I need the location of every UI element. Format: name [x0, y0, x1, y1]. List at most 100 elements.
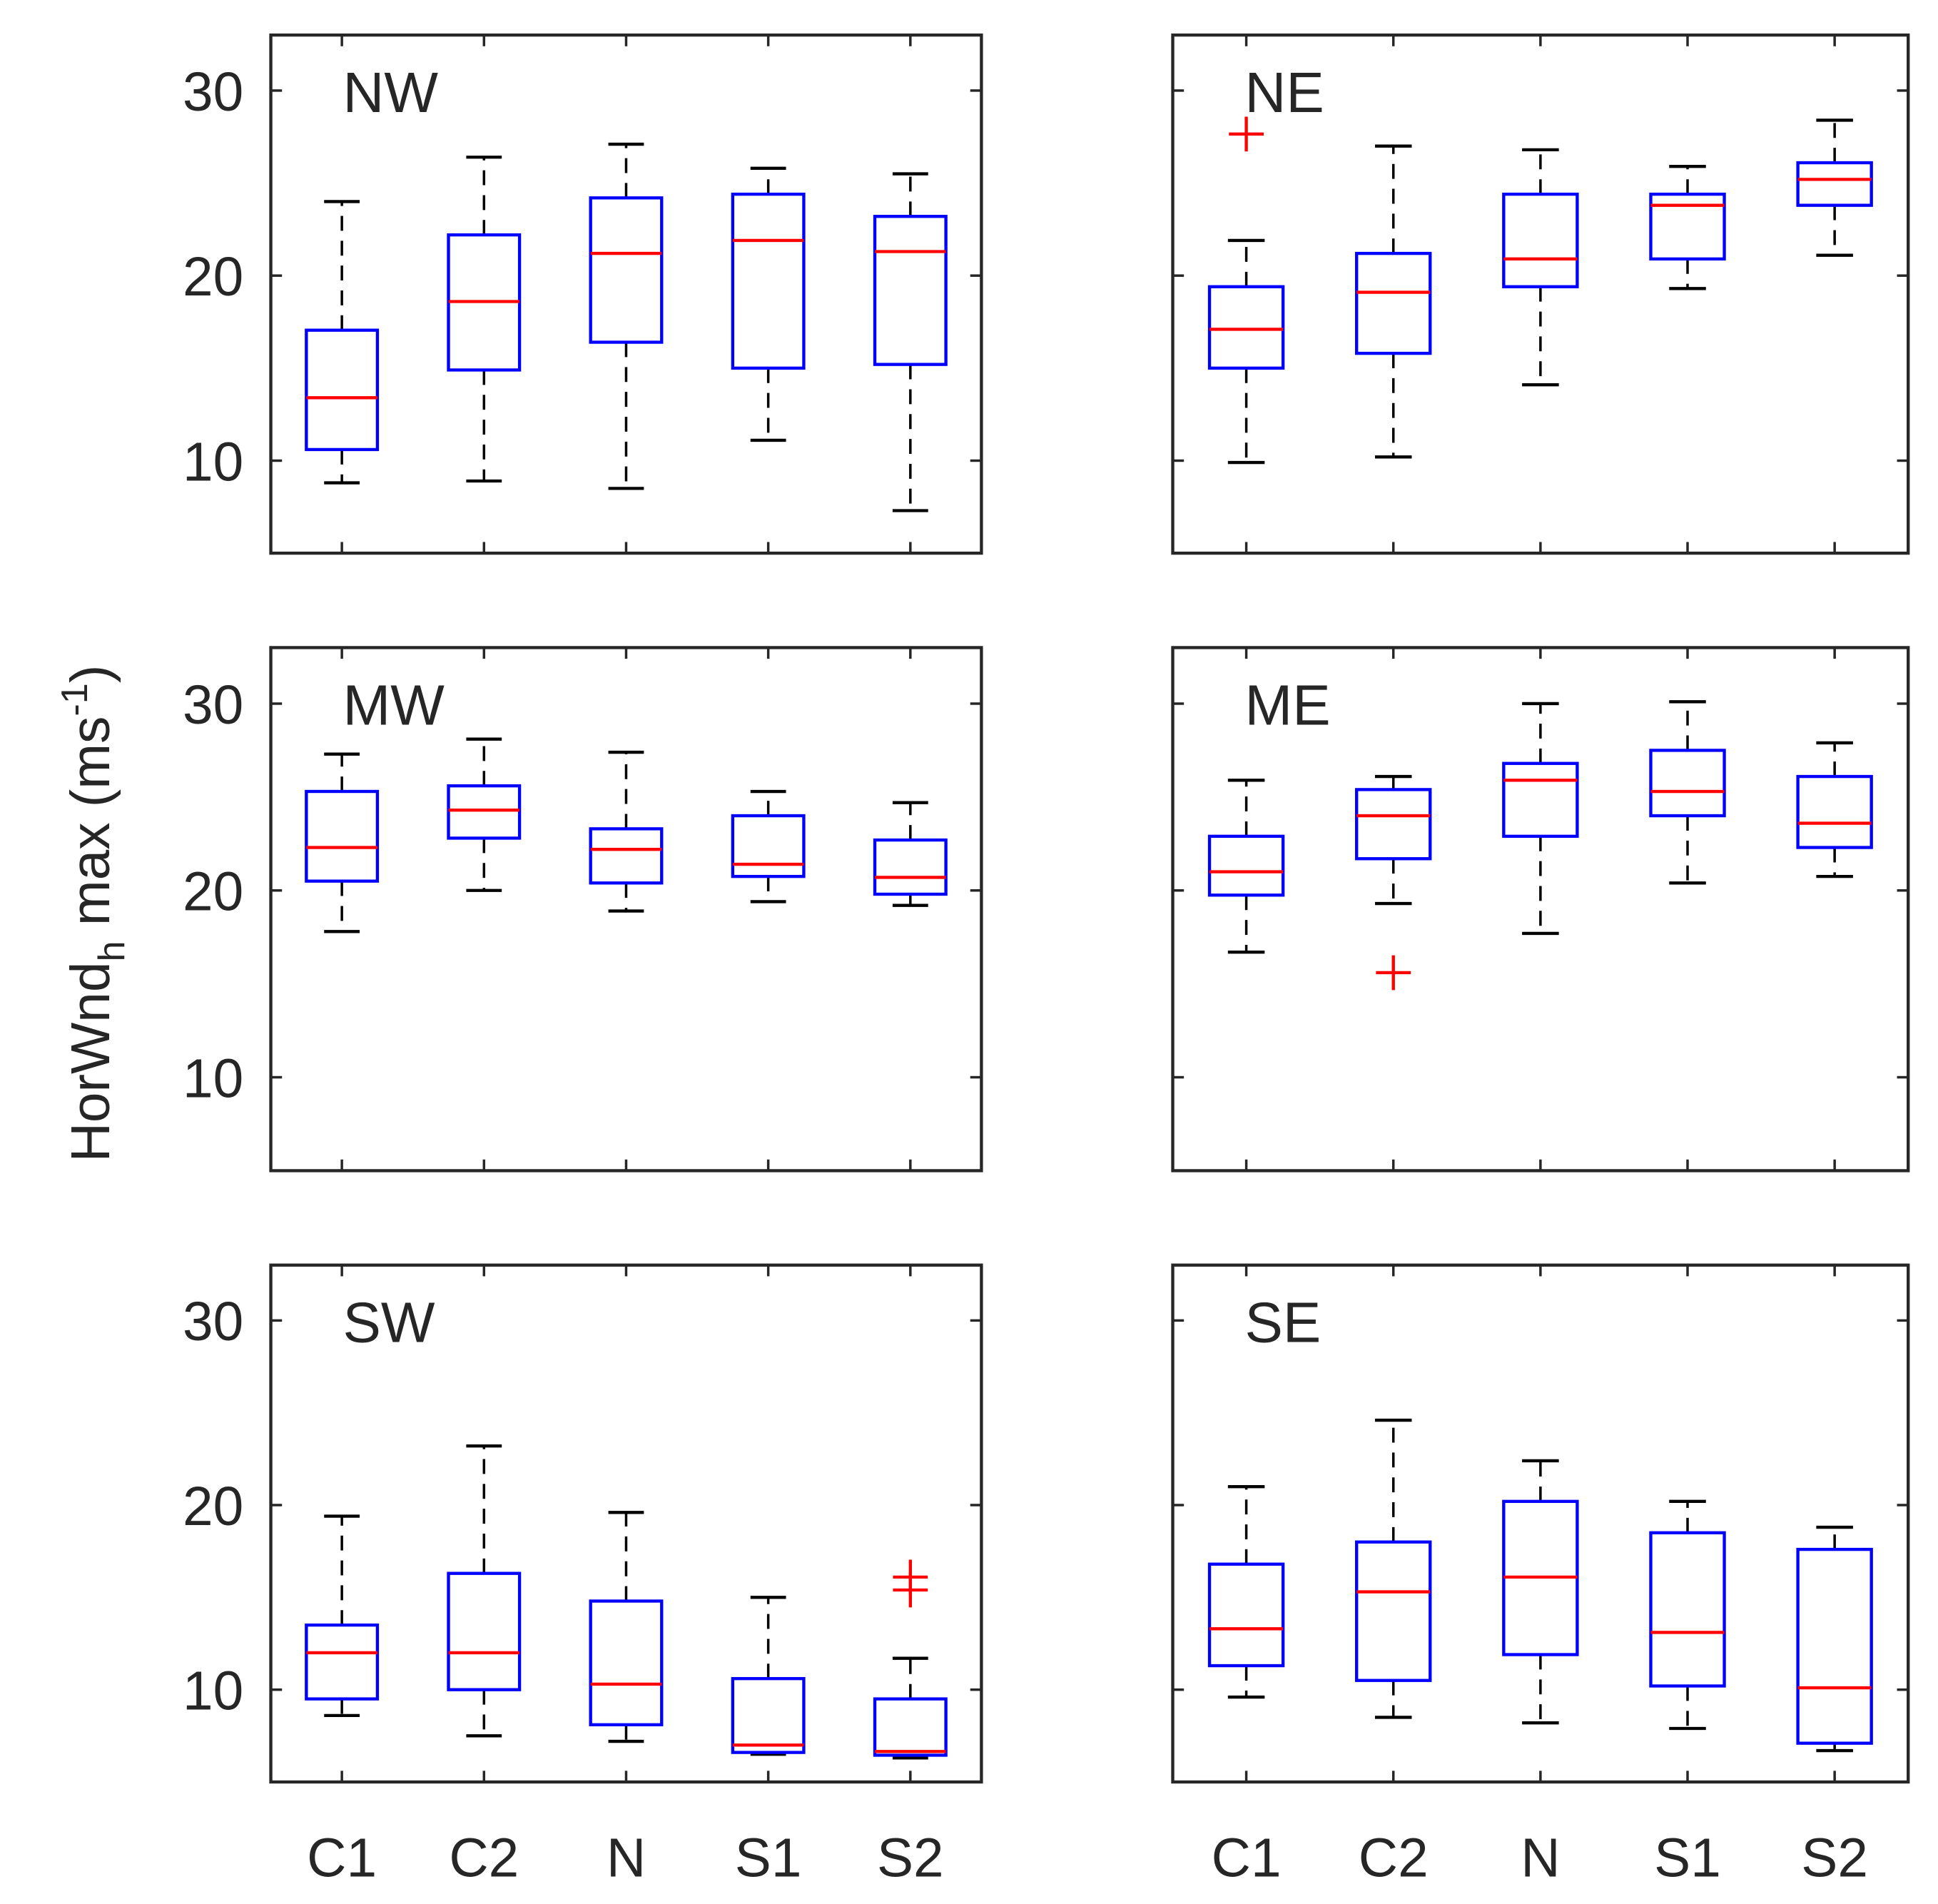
y-tick-label: 10	[183, 1661, 243, 1722]
x-tick-label: C1	[1212, 1828, 1282, 1888]
box-n	[1502, 702, 1579, 936]
x-tick-label: N	[1521, 1828, 1560, 1888]
box-s2	[873, 172, 948, 512]
iqr-box	[589, 196, 664, 344]
box-s1	[1649, 165, 1726, 290]
iqr-box	[1796, 1547, 1873, 1745]
iqr-box	[731, 192, 806, 370]
iqr-box	[305, 1623, 380, 1701]
iqr-box	[1207, 285, 1285, 370]
x-tick-label: C1	[307, 1828, 377, 1888]
iqr-box	[1649, 192, 1726, 261]
iqr-box	[589, 827, 664, 885]
box-c2	[1355, 774, 1432, 991]
x-tick-label: S2	[877, 1828, 944, 1888]
iqr-box	[731, 1676, 806, 1754]
iqr-box	[1207, 834, 1285, 897]
panel-ne: NE	[1171, 33, 1910, 555]
iqr-box	[1649, 749, 1726, 818]
box-c2	[447, 737, 522, 892]
iqr-box	[1502, 761, 1579, 839]
iqr-box	[1796, 161, 1873, 207]
y-label-close: )	[61, 665, 121, 684]
x-tick-label: N	[607, 1828, 646, 1888]
box-s2	[873, 801, 948, 907]
box-s1	[731, 166, 806, 442]
iqr-box	[1649, 1531, 1726, 1688]
box-s2	[1796, 1525, 1873, 1753]
y-tick-label: 10	[183, 1048, 243, 1109]
y-tick-label: 30	[183, 675, 243, 736]
iqr-box	[305, 328, 380, 452]
y-tick-label: 30	[183, 62, 243, 123]
outlier-marker	[1229, 116, 1264, 152]
x-tick-label: S1	[1654, 1828, 1721, 1888]
box-s1	[1649, 700, 1726, 885]
box-c2	[447, 1444, 522, 1738]
box-n	[589, 1511, 664, 1743]
panel-title: MW	[343, 673, 445, 736]
box-s1	[731, 789, 806, 903]
box-c1	[305, 1514, 380, 1718]
iqr-box	[305, 789, 380, 883]
box-s1	[731, 1596, 806, 1756]
box-c1	[1207, 116, 1285, 465]
y-tick-label: 10	[183, 432, 243, 492]
y-tick-label: 30	[183, 1292, 243, 1352]
y-label-sup: -1	[54, 683, 96, 716]
panel-me: ME	[1171, 646, 1910, 1173]
y-tick-label: 20	[183, 862, 243, 923]
panel-title: SW	[343, 1291, 435, 1354]
iqr-box	[1207, 1562, 1285, 1668]
iqr-box	[1502, 192, 1579, 288]
y-axis-label: HorWndh max (ms-1)	[54, 665, 133, 1163]
iqr-box	[873, 838, 948, 896]
box-c1	[305, 752, 380, 933]
y-label-main: HorWnd	[61, 962, 121, 1163]
iqr-box	[873, 1697, 948, 1757]
panel-nw: 10 20 30 NW	[183, 33, 983, 555]
box-s2	[1796, 741, 1873, 878]
x-tick-label: S2	[1801, 1828, 1868, 1888]
panel-title: SE	[1245, 1291, 1321, 1354]
iqr-box	[1355, 251, 1432, 355]
box-n	[589, 142, 664, 490]
panel-title: NW	[343, 61, 439, 124]
y-tick-label: 20	[183, 247, 243, 308]
box-c2	[447, 156, 522, 483]
y-label-sub: h	[91, 941, 133, 961]
outlier-marker	[1376, 955, 1411, 991]
iqr-box	[447, 784, 522, 840]
x-tick-label: C2	[1359, 1828, 1429, 1888]
panel-title: NE	[1245, 61, 1324, 124]
y-label-rest: max (ms	[61, 716, 121, 941]
box-n	[589, 750, 664, 913]
iqr-box	[873, 215, 948, 366]
box-c2	[1355, 1418, 1432, 1719]
box-c2	[1355, 144, 1432, 459]
panel-mw: 10 20 30 MW	[183, 646, 983, 1173]
iqr-box	[1355, 1540, 1432, 1682]
box-s2	[1796, 118, 1873, 257]
box-n	[1502, 1459, 1579, 1725]
box-s2	[873, 1559, 948, 1760]
x-tick-label: S1	[735, 1828, 802, 1888]
panel-title: ME	[1245, 673, 1331, 736]
panel-se: C1 C2 N S1 S2 SE	[1171, 1263, 1910, 1888]
box-c1	[305, 200, 380, 485]
box-n	[1502, 148, 1579, 387]
box-s1	[1649, 1499, 1726, 1731]
x-tick-label: C2	[449, 1828, 519, 1888]
y-tick-label: 20	[183, 1477, 243, 1537]
iqr-box	[447, 1571, 522, 1691]
iqr-box	[731, 814, 806, 878]
panel-sw: 10 20 30 C1 C2 N S1 S2 SW	[183, 1263, 983, 1888]
iqr-box	[1796, 774, 1873, 849]
box-c1	[1207, 779, 1285, 954]
outlier-marker	[893, 1572, 928, 1608]
iqr-box	[1355, 788, 1432, 861]
iqr-box	[589, 1599, 664, 1726]
box-c1	[1207, 1484, 1285, 1699]
